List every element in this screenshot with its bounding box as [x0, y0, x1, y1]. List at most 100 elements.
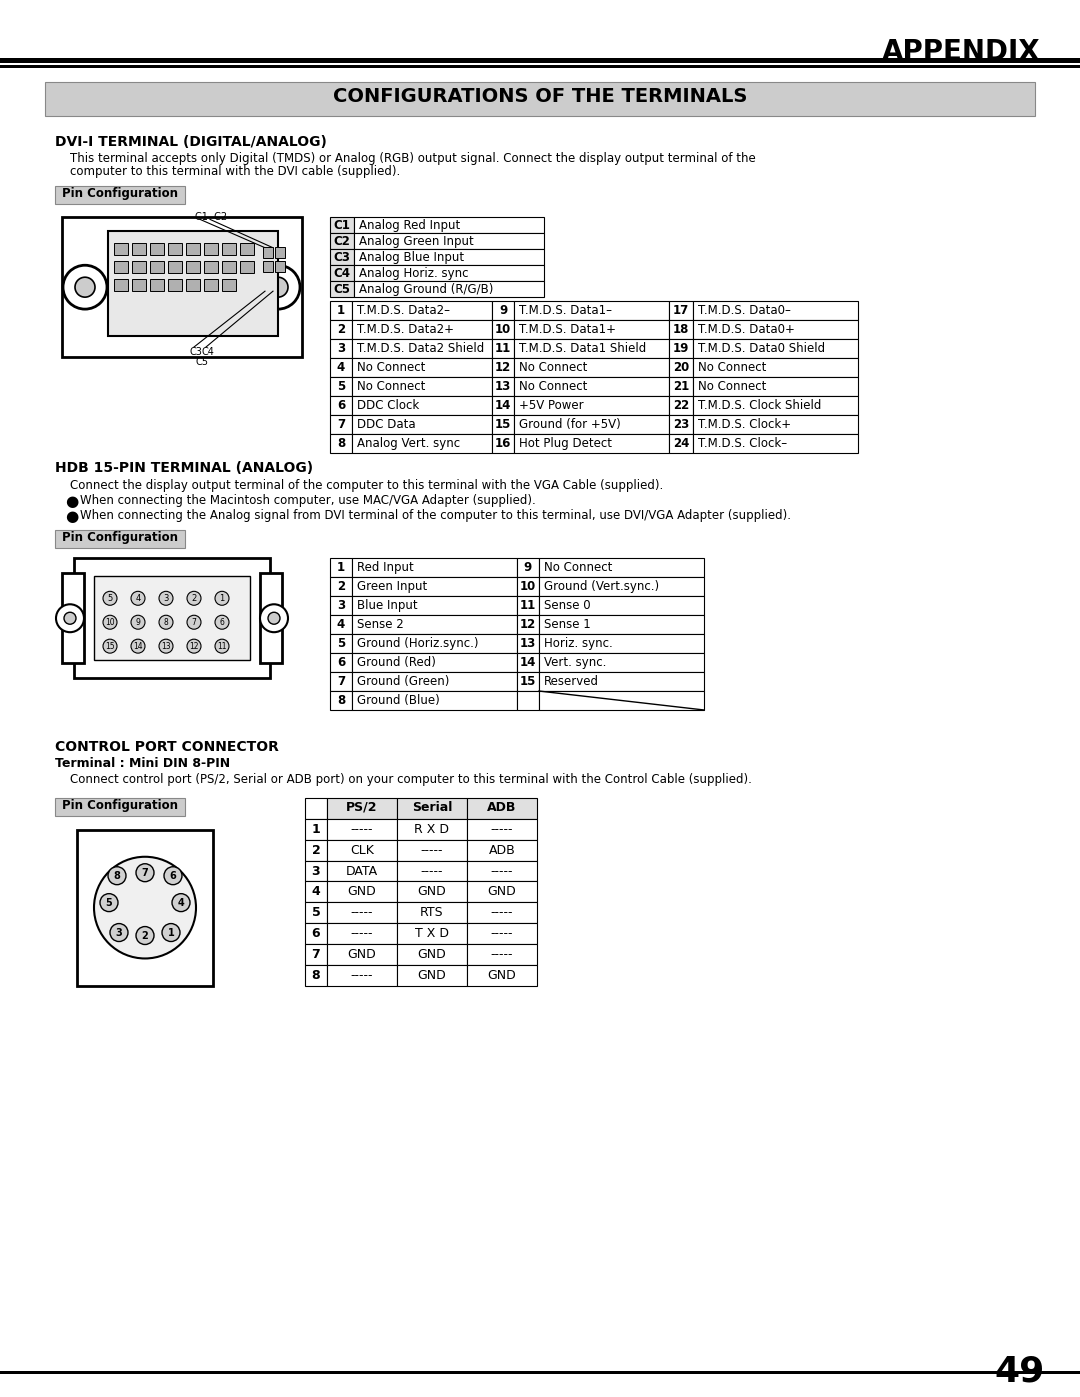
- Bar: [539, 672, 704, 692]
- Text: Reserved: Reserved: [544, 675, 599, 689]
- Text: Red Input: Red Input: [357, 562, 414, 574]
- Text: 18: 18: [673, 323, 689, 337]
- Text: 4: 4: [177, 898, 185, 908]
- Bar: [514, 395, 669, 415]
- Text: Green Input: Green Input: [357, 580, 428, 594]
- Text: T.M.D.S. Clock Shield: T.M.D.S. Clock Shield: [698, 400, 822, 412]
- Text: No Connect: No Connect: [698, 380, 767, 393]
- Bar: [0, 1370, 1080, 1375]
- Text: 2: 2: [312, 844, 321, 856]
- Text: Vert. sync.: Vert. sync.: [544, 657, 606, 669]
- Bar: [669, 433, 693, 453]
- Bar: [352, 577, 517, 597]
- Bar: [397, 923, 467, 944]
- Text: 3: 3: [163, 594, 168, 602]
- Text: 3: 3: [337, 342, 346, 355]
- Bar: [222, 279, 237, 291]
- Bar: [517, 672, 539, 692]
- Text: ADB: ADB: [488, 844, 515, 856]
- Text: Analog Ground (R/G/B): Analog Ground (R/G/B): [359, 284, 494, 296]
- Bar: [492, 433, 514, 453]
- Bar: [467, 923, 537, 944]
- Text: T.M.D.S. Data2+: T.M.D.S. Data2+: [357, 323, 454, 337]
- Bar: [517, 634, 539, 654]
- Bar: [204, 279, 218, 291]
- Text: 6: 6: [337, 657, 346, 669]
- Bar: [669, 415, 693, 433]
- Text: 4: 4: [337, 360, 346, 374]
- Text: -----: -----: [490, 949, 513, 961]
- Text: 12: 12: [189, 641, 199, 651]
- Circle shape: [131, 640, 145, 654]
- Bar: [305, 902, 327, 923]
- Bar: [514, 358, 669, 377]
- Bar: [330, 597, 352, 615]
- Bar: [352, 634, 517, 654]
- Text: 6: 6: [337, 400, 346, 412]
- Text: Horiz. sync.: Horiz. sync.: [544, 637, 612, 650]
- Bar: [327, 840, 397, 861]
- Text: ●: ●: [65, 493, 78, 509]
- Bar: [305, 923, 327, 944]
- Text: 1: 1: [167, 928, 174, 937]
- Text: Ground (for +5V): Ground (for +5V): [519, 418, 621, 430]
- Circle shape: [103, 591, 117, 605]
- Text: 1: 1: [219, 594, 225, 602]
- Text: Analog Green Input: Analog Green Input: [359, 235, 474, 249]
- Bar: [330, 218, 354, 233]
- Bar: [330, 358, 352, 377]
- Bar: [352, 597, 517, 615]
- Bar: [264, 247, 273, 258]
- Text: 5: 5: [337, 637, 346, 650]
- Bar: [330, 615, 352, 634]
- Circle shape: [159, 615, 173, 629]
- Bar: [186, 279, 200, 291]
- Text: C1: C1: [334, 219, 350, 232]
- Text: 13: 13: [161, 641, 171, 651]
- Bar: [330, 559, 352, 577]
- Circle shape: [75, 277, 95, 298]
- Text: 5: 5: [312, 907, 321, 919]
- Text: C4: C4: [202, 346, 215, 358]
- Bar: [330, 577, 352, 597]
- Text: 12: 12: [519, 619, 536, 631]
- Text: Connect control port (PS/2, Serial or ADB port) on your computer to this termina: Connect control port (PS/2, Serial or AD…: [70, 773, 752, 785]
- Bar: [305, 882, 327, 902]
- Bar: [352, 654, 517, 672]
- Text: 14: 14: [133, 641, 143, 651]
- Circle shape: [64, 612, 76, 624]
- Text: 10: 10: [519, 580, 536, 594]
- Bar: [55, 531, 185, 549]
- Bar: [693, 339, 858, 358]
- Bar: [0, 57, 1080, 63]
- Text: T.M.D.S. Clock+: T.M.D.S. Clock+: [698, 418, 792, 430]
- Circle shape: [131, 591, 145, 605]
- Bar: [539, 692, 704, 710]
- Bar: [397, 840, 467, 861]
- Circle shape: [131, 615, 145, 629]
- Circle shape: [159, 591, 173, 605]
- Bar: [327, 902, 397, 923]
- Text: When connecting the Macintosh computer, use MAC/VGA Adapter (supplied).: When connecting the Macintosh computer, …: [80, 493, 536, 507]
- Text: 12: 12: [495, 360, 511, 374]
- Text: 17: 17: [673, 305, 689, 317]
- Circle shape: [162, 923, 180, 942]
- Text: 2: 2: [141, 930, 148, 940]
- Bar: [114, 261, 129, 274]
- Text: Pin Configuration: Pin Configuration: [62, 531, 178, 545]
- Bar: [186, 261, 200, 274]
- Text: 7: 7: [141, 868, 148, 877]
- Text: Ground (Vert.sync.): Ground (Vert.sync.): [544, 580, 659, 594]
- Bar: [352, 395, 492, 415]
- Text: 10: 10: [105, 617, 114, 627]
- Text: 14: 14: [519, 657, 536, 669]
- Text: T.M.D.S. Data2 Shield: T.M.D.S. Data2 Shield: [357, 342, 484, 355]
- Text: 5: 5: [106, 898, 112, 908]
- Text: 2: 2: [191, 594, 197, 602]
- Text: T.M.D.S. Data0 Shield: T.M.D.S. Data0 Shield: [698, 342, 825, 355]
- Bar: [354, 281, 544, 298]
- Text: -----: -----: [421, 844, 443, 856]
- Bar: [94, 577, 249, 661]
- Text: T.M.D.S. Data1–: T.M.D.S. Data1–: [519, 305, 612, 317]
- Circle shape: [136, 863, 154, 882]
